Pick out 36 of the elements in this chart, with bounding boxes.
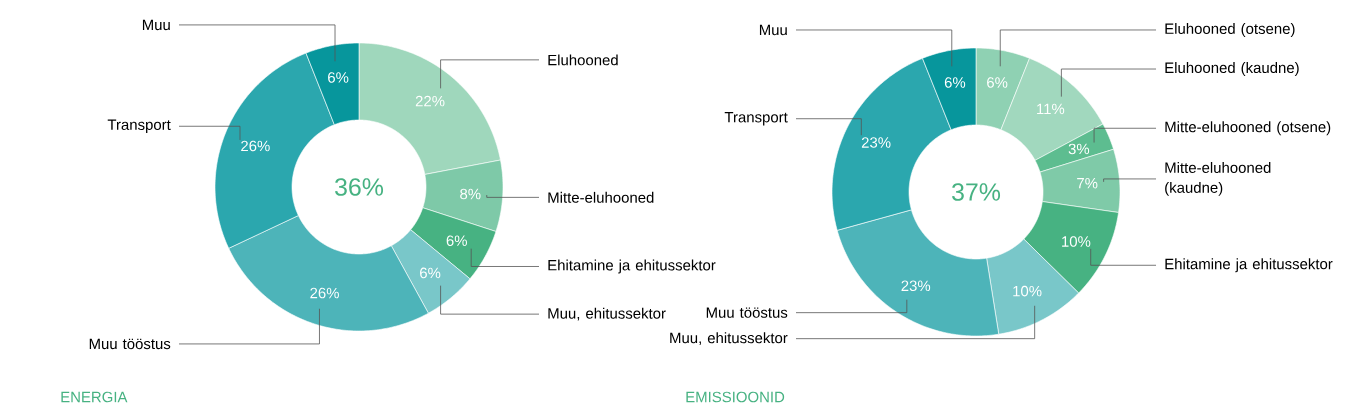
data-label: 7%: [1077, 177, 1098, 189]
data-label: 10%: [1013, 285, 1042, 297]
slice-label: Eluhooned (otsene): [1165, 23, 1295, 37]
slice-label: Muu tööstus: [89, 338, 171, 350]
slice-label: Eluhooned (kaudne): [1165, 62, 1299, 76]
text: 36%: [335, 178, 384, 196]
data-label: 6%: [987, 77, 1008, 88]
data-label: 11%: [1037, 103, 1065, 115]
data-label: 6%: [446, 235, 467, 247]
slice-label: Mitte-eluhooned (otsene): [1165, 121, 1331, 136]
data-label: 6%: [328, 72, 349, 83]
text: 37%: [952, 183, 1001, 201]
slice-label: Mitte-eluhooned: [548, 191, 654, 203]
slice-label: Transport: [107, 119, 171, 133]
data-label: 6%: [944, 77, 966, 88]
data-label: 22%: [415, 95, 445, 107]
slice-label: Mitte-eluhooned (kaudne): [1165, 162, 1271, 196]
data-label: 26%: [241, 140, 270, 152]
data-label: 8%: [460, 188, 481, 200]
data-label: 23%: [901, 280, 931, 292]
slice-label: Muu, ehitussektor: [548, 307, 666, 321]
text: ENERGIA: [61, 391, 128, 403]
slice-label: Muu: [759, 24, 787, 36]
data-label: 3%: [1068, 143, 1090, 155]
slice-label: Ehitamine ja ehitussektor: [548, 259, 716, 274]
slice-label: Transport: [724, 112, 788, 126]
data-label: 6%: [420, 267, 441, 279]
slice-label: Muu: [142, 19, 170, 31]
slice-label: Eluhooned: [548, 54, 618, 66]
slice-label: Muu tööstus: [706, 307, 788, 318]
data-label: 10%: [1062, 236, 1091, 247]
text: EMISSIOONID: [686, 391, 785, 403]
data-label: 23%: [861, 137, 891, 148]
slice-label: Muu, ehitussektor: [670, 332, 788, 346]
slice-label: Ehitamine ja ehitussektor: [1165, 258, 1333, 273]
data-label: 26%: [310, 287, 339, 299]
